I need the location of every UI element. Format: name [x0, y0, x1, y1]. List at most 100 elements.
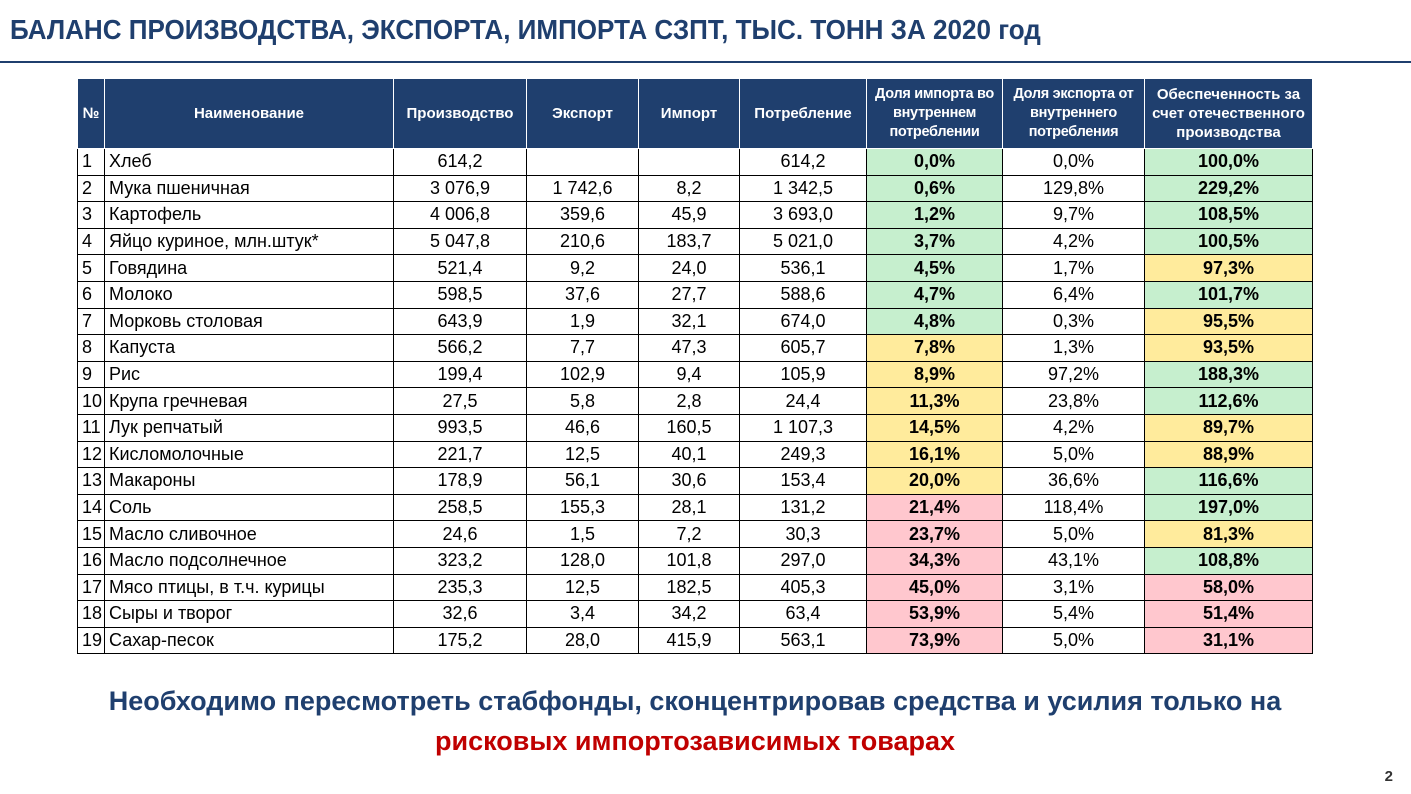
- table-row: 2 Мука пшеничная 3 076,9 1 742,6 8,2 1 342,5 0…: [77, 174, 1313, 203]
- cell-consumption: 405,3: [739, 573, 867, 602]
- table-body: 1 Хлеб 614,2 614,2 0,0% 0,0% 100,0% 2 Мука пшени…: [77, 148, 1313, 655]
- cell-production: 199,4: [393, 360, 527, 389]
- cell-production: 27,5: [393, 387, 527, 415]
- cell-export-share: 9,7%: [1002, 201, 1145, 229]
- cell-export-share: 4,2%: [1002, 413, 1145, 442]
- cell-number: 17: [77, 573, 105, 602]
- cell-export-share: 0,3%: [1002, 307, 1145, 336]
- cell-import-share: 53,9%: [866, 600, 1003, 628]
- table-header: № Наименование Производство Экспорт Импо…: [77, 78, 1313, 149]
- cell-import-share: 16,1%: [866, 440, 1003, 469]
- cell-import-share: 34,3%: [866, 546, 1003, 575]
- cell-export-share: 3,1%: [1002, 573, 1145, 602]
- cell-import: 45,9: [638, 201, 740, 229]
- cell-product-name: Соль: [104, 493, 394, 522]
- cell-consumption: 3 693,0: [739, 201, 867, 229]
- header-consumption: Потребление: [739, 78, 867, 149]
- cell-export: 28,0: [526, 626, 639, 655]
- cell-export: 102,9: [526, 360, 639, 389]
- cell-self-sufficiency: 88,9%: [1144, 440, 1313, 469]
- cell-self-sufficiency: 116,6%: [1144, 467, 1313, 495]
- cell-consumption: 105,9: [739, 360, 867, 389]
- cell-export-share: 1,3%: [1002, 334, 1145, 362]
- cell-export-share: 4,2%: [1002, 227, 1145, 256]
- cell-production: 258,5: [393, 493, 527, 522]
- cell-product-name: Морковь столовая: [104, 307, 394, 336]
- cell-product-name: Яйцо куриное, млн.штук*: [104, 227, 394, 256]
- cell-consumption: 5 021,0: [739, 227, 867, 256]
- cell-import-share: 23,7%: [866, 520, 1003, 548]
- cell-self-sufficiency: 100,5%: [1144, 227, 1313, 256]
- cell-product-name: Капуста: [104, 334, 394, 362]
- table-row: 11 Лук репчатый 993,5 46,6 160,5 1 107,3 14,5%…: [77, 413, 1313, 442]
- table-row: 15 Масло сливочное 24,6 1,5 7,2 30,3 23,7% 5,0%…: [77, 520, 1313, 548]
- cell-import-share: 73,9%: [866, 626, 1003, 655]
- cell-self-sufficiency: 51,4%: [1144, 600, 1313, 628]
- cell-export: 12,5: [526, 573, 639, 602]
- header-name: Наименование: [104, 78, 394, 149]
- cell-import: 183,7: [638, 227, 740, 256]
- cell-import-share: 11,3%: [866, 387, 1003, 415]
- cell-production: 3 076,9: [393, 174, 527, 203]
- cell-product-name: Масло сливочное: [104, 520, 394, 548]
- cell-consumption: 605,7: [739, 334, 867, 362]
- cell-product-name: Сыры и творог: [104, 600, 394, 628]
- cell-production: 614,2: [393, 148, 527, 176]
- cell-number: 5: [77, 254, 105, 282]
- cell-consumption: 30,3: [739, 520, 867, 548]
- cell-number: 4: [77, 227, 105, 256]
- cell-import: 28,1: [638, 493, 740, 522]
- cell-export: 1,5: [526, 520, 639, 548]
- cell-product-name: Сахар-песок: [104, 626, 394, 655]
- cell-number: 1: [77, 148, 105, 176]
- table-row: 5 Говядина 521,4 9,2 24,0 536,1 4,5% 1,7% 97,3%: [77, 254, 1313, 282]
- cell-export-share: 5,0%: [1002, 440, 1145, 469]
- cell-self-sufficiency: 89,7%: [1144, 413, 1313, 442]
- table-row: 10 Крупа гречневая 27,5 5,8 2,8 24,4 11,3% 23,8…: [77, 387, 1313, 415]
- cell-import: 30,6: [638, 467, 740, 495]
- cell-product-name: Крупа гречневая: [104, 387, 394, 415]
- cell-import: 101,8: [638, 546, 740, 575]
- cell-production: 178,9: [393, 467, 527, 495]
- table-row: 4 Яйцо куриное, млн.штук* 5 047,8 210,6 183,…: [77, 227, 1313, 256]
- cell-export-share: 36,6%: [1002, 467, 1145, 495]
- cell-number: 8: [77, 334, 105, 362]
- table-row: 18 Сыры и творог 32,6 3,4 34,2 63,4 53,9% 5,4% 5…: [77, 600, 1313, 628]
- cell-import-share: 7,8%: [866, 334, 1003, 362]
- cell-self-sufficiency: 108,5%: [1144, 201, 1313, 229]
- cell-import: 27,7: [638, 280, 740, 309]
- cell-import: [638, 148, 740, 176]
- cell-product-name: Молоко: [104, 280, 394, 309]
- cell-self-sufficiency: 58,0%: [1144, 573, 1313, 602]
- cell-export: 7,7: [526, 334, 639, 362]
- table-row: 12 Кисломолочные 221,7 12,5 40,1 249,3 16,1% 5,…: [77, 440, 1313, 469]
- cell-export-share: 97,2%: [1002, 360, 1145, 389]
- cell-production: 323,2: [393, 546, 527, 575]
- cell-export: 5,8: [526, 387, 639, 415]
- cell-number: 16: [77, 546, 105, 575]
- cell-product-name: Кисломолочные: [104, 440, 394, 469]
- cell-self-sufficiency: 97,3%: [1144, 254, 1313, 282]
- cell-production: 221,7: [393, 440, 527, 469]
- cell-number: 10: [77, 387, 105, 415]
- cell-self-sufficiency: 112,6%: [1144, 387, 1313, 415]
- cell-export: 9,2: [526, 254, 639, 282]
- cell-consumption: 588,6: [739, 280, 867, 309]
- cell-import-share: 4,8%: [866, 307, 1003, 336]
- cell-number: 11: [77, 413, 105, 442]
- cell-import-share: 4,7%: [866, 280, 1003, 309]
- cell-import-share: 45,0%: [866, 573, 1003, 602]
- cell-consumption: 249,3: [739, 440, 867, 469]
- cell-import-share: 3,7%: [866, 227, 1003, 256]
- cell-import: 32,1: [638, 307, 740, 336]
- cell-production: 521,4: [393, 254, 527, 282]
- table-row: 6 Молоко 598,5 37,6 27,7 588,6 4,7% 6,4% 101,7%: [77, 280, 1313, 309]
- cell-export-share: 5,0%: [1002, 626, 1145, 655]
- table-row: 17 Мясо птицы, в т.ч. курицы 235,3 12,5 182,…: [77, 573, 1313, 602]
- cell-consumption: 674,0: [739, 307, 867, 336]
- cell-export-share: 118,4%: [1002, 493, 1145, 522]
- cell-consumption: 563,1: [739, 626, 867, 655]
- header-import-share: Доля импорта во внутреннем потреблении: [866, 78, 1003, 149]
- cell-import: 2,8: [638, 387, 740, 415]
- cell-export-share: 6,4%: [1002, 280, 1145, 309]
